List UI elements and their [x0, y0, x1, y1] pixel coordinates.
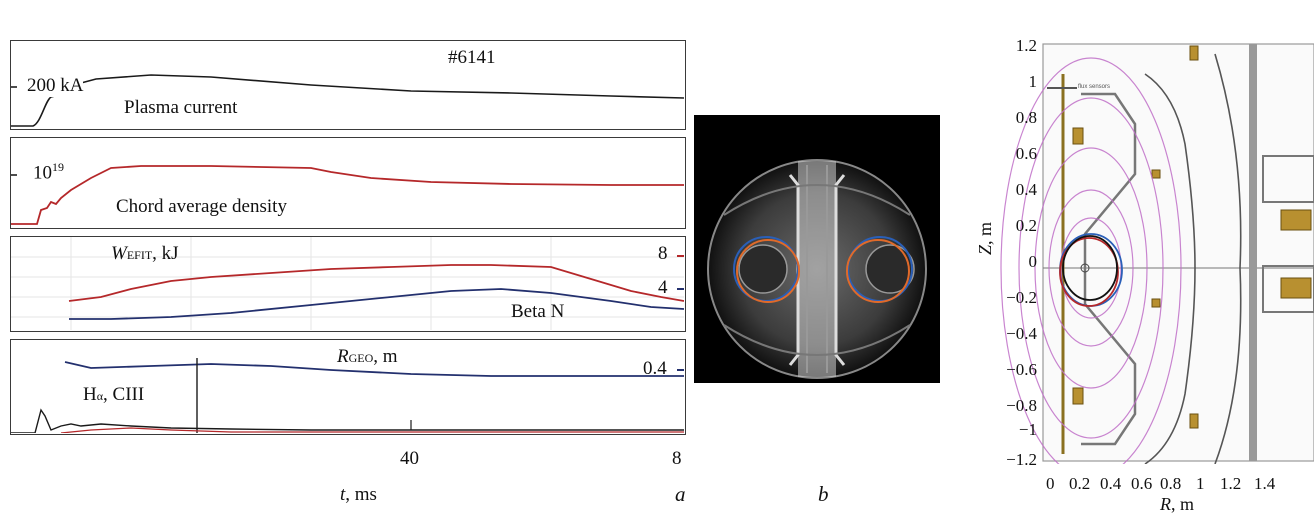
plasma-current-plot: 200 kA Plasma current #6141 [10, 40, 686, 130]
halpha-label-rest: , CIII [103, 384, 145, 405]
panel-b-camera-image [694, 115, 940, 383]
plasma-camera-picture [707, 159, 927, 379]
x-axis-label-a: t, ms [340, 484, 377, 506]
rgeo-halpha-plot: RGEO, m 0.4 Hα, CIII [10, 339, 686, 435]
rgeo-label-main: R [337, 346, 349, 367]
y-tick: 0 [1028, 252, 1038, 271]
y-axis-label-c-main: Z [975, 244, 995, 255]
beta-n-label: Beta N [511, 301, 565, 322]
density-tick-exp: 19 [52, 160, 64, 174]
caption-b: b [818, 482, 829, 506]
wefit-label: WEFIT, kJ [111, 243, 179, 265]
x-axis-label-a-unit: , ms [345, 484, 377, 505]
y-tick: 1 [1028, 72, 1038, 91]
tick-8-label: 8 [658, 243, 668, 264]
halpha-label-main: H [83, 384, 97, 405]
caption-a: a [675, 482, 686, 506]
y-axis-label-c-unit: , m [975, 221, 995, 245]
current-tick-label: 200 kA [27, 75, 84, 97]
x-axis-label-c-main: R [1160, 494, 1171, 514]
density-plot: 1019 Chord average density [10, 137, 686, 229]
x-axis-label-a-main: t [340, 484, 346, 505]
y-tick: −0.8 [1006, 396, 1037, 415]
wefit-label-main: W [111, 243, 127, 264]
tick-4-label: 4 [658, 277, 668, 298]
x-axis-label-c: R, m [1160, 494, 1194, 515]
density-trace [11, 165, 684, 225]
x-tick: 1 [1196, 474, 1205, 493]
y-tick: −1.2 [1006, 450, 1037, 469]
halpha-label-sub: α [96, 389, 104, 403]
y-tick: 0.8 [1015, 108, 1037, 127]
tick-04-label: 0.4 [643, 358, 667, 379]
y-tick: −0.2 [1006, 288, 1037, 307]
rgeo-halpha-trace [11, 358, 684, 434]
x-tick: 0.4 [1100, 474, 1122, 493]
x-tick-8: 8 [672, 448, 682, 469]
y-tick: 1.2 [1015, 36, 1037, 55]
rgeo-label-unit: , m [373, 346, 398, 367]
x-tick: 1.4 [1254, 474, 1276, 493]
rgeo-label: RGEO, m [337, 346, 398, 368]
equilibrium-plot [1000, 43, 1314, 464]
x-tick-40: 40 [400, 448, 419, 469]
plasma-current-label: Plasma current [124, 97, 238, 118]
flux-sensors-legend: flux sensors [1078, 84, 1111, 90]
wefit-label-unit: , kJ [152, 243, 179, 264]
x-tick: 0.6 [1131, 474, 1153, 493]
y-axis-label-c: Z, m [975, 222, 996, 255]
wefit-label-sub: EFIT [126, 248, 153, 262]
density-label: Chord average density [116, 196, 287, 217]
density-tick-label: 1019 [33, 160, 64, 184]
y-tick: −0.6 [1006, 360, 1037, 379]
x-tick: 0 [1046, 474, 1055, 493]
y-tick: −1 [1018, 420, 1037, 439]
density-tick-base: 10 [33, 162, 52, 184]
y-tick: 0.4 [1015, 180, 1037, 199]
plasma-current-trace [11, 74, 685, 127]
x-axis-label-c-unit: , m [1171, 494, 1195, 514]
y-tick: −0.4 [1006, 324, 1037, 343]
y-tick: 0.6 [1015, 144, 1037, 163]
halpha-label: Hα, CIII [83, 384, 144, 406]
wefit-plot: WEFIT, kJ Beta N 8 4 [10, 236, 686, 332]
rgeo-label-sub: GEO [348, 351, 374, 365]
wefit-trace [11, 237, 685, 330]
y-tick: 0.2 [1015, 216, 1037, 235]
shot-number-label: #6141 [448, 47, 496, 68]
x-tick: 1.2 [1220, 474, 1242, 493]
x-tick: 0.8 [1160, 474, 1182, 493]
x-tick: 0.2 [1069, 474, 1091, 493]
